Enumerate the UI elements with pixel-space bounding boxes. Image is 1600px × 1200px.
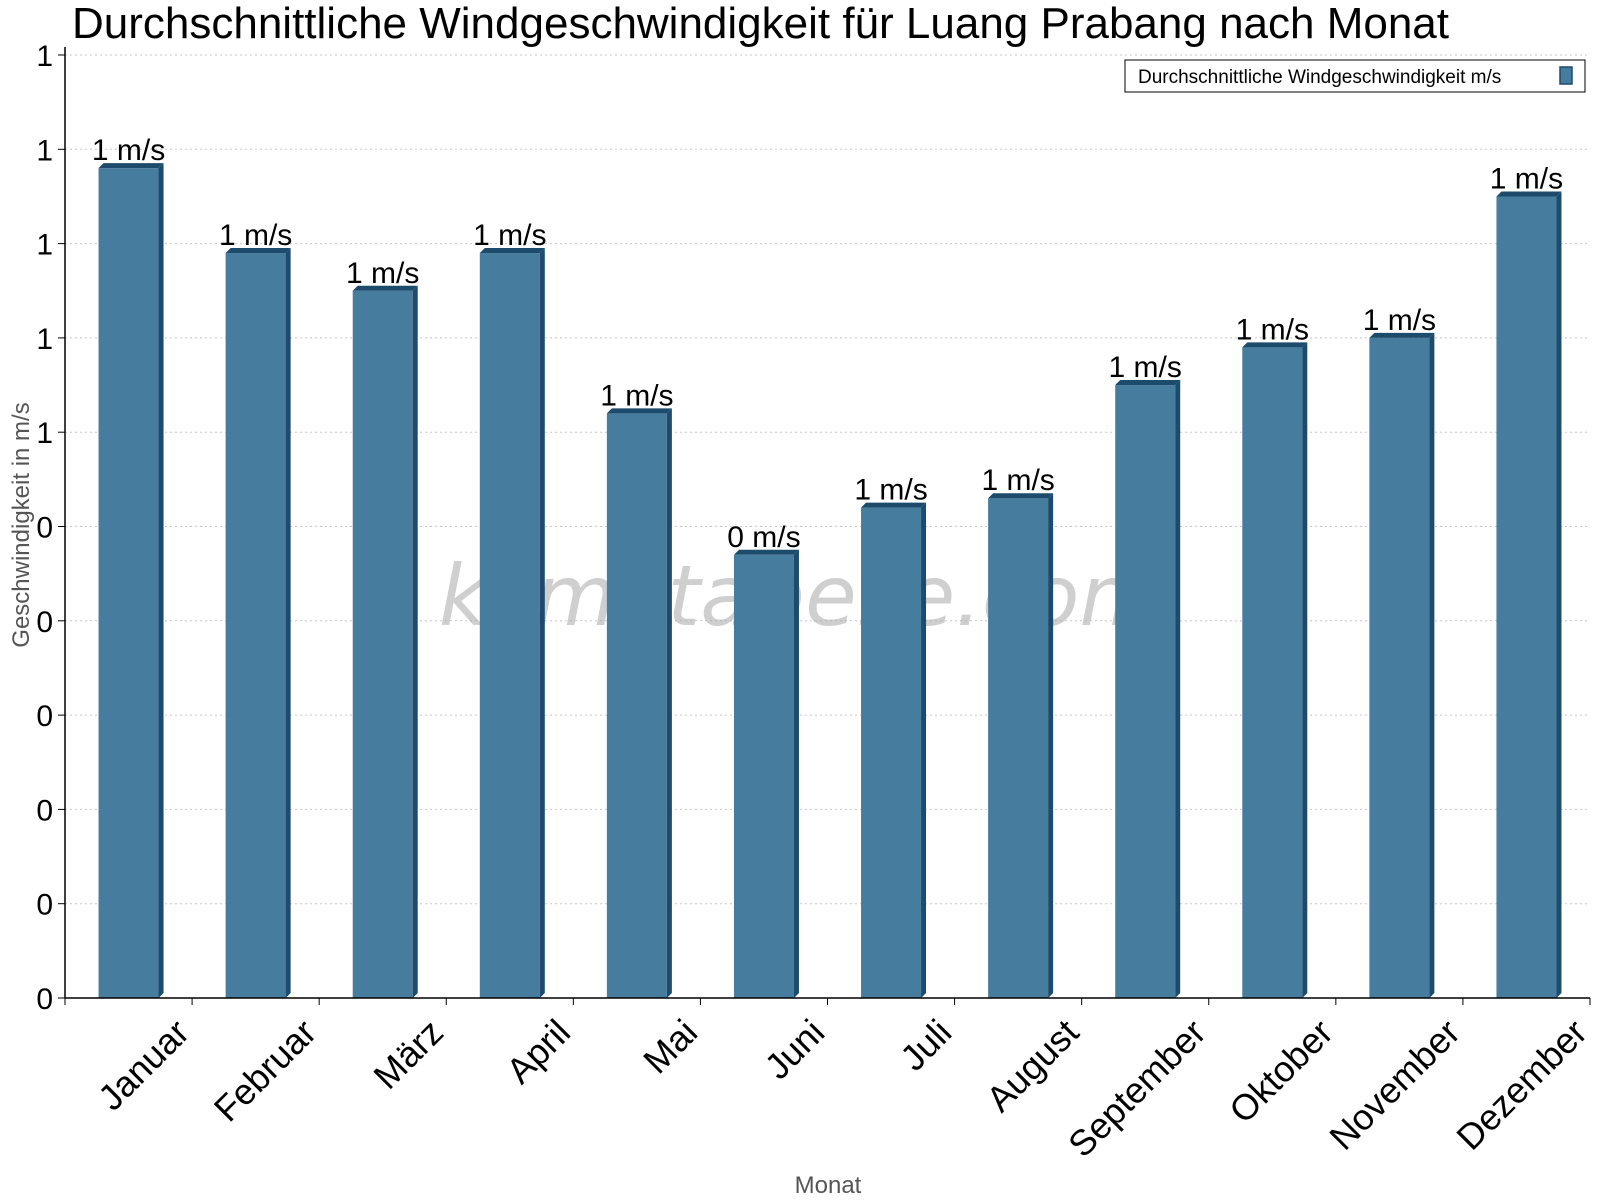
axes — [58, 47, 1591, 1005]
bar-side — [793, 549, 799, 998]
bar-front — [225, 253, 286, 998]
bar — [1242, 342, 1308, 999]
chart-title: Durchschnittliche Windgeschwindigkeit fü… — [72, 0, 1449, 48]
bar — [225, 248, 291, 998]
x-tick-label: August — [978, 1011, 1086, 1119]
bar-front — [606, 413, 667, 999]
bar-top — [1496, 191, 1562, 197]
y-tick-label: 0 — [36, 606, 53, 639]
y-tick-label: 0 — [36, 794, 53, 827]
bar-front — [1496, 196, 1557, 998]
bar — [1369, 332, 1435, 998]
legend-swatch — [1559, 66, 1573, 85]
bar — [861, 502, 927, 998]
data-label: 1 m/s — [473, 219, 546, 252]
data-label: 1 m/s — [1490, 162, 1563, 195]
bar-side — [666, 408, 672, 999]
data-label: 1 m/s — [1109, 351, 1182, 384]
x-tick-label: Januar — [90, 1011, 197, 1118]
bar-side — [1302, 342, 1308, 999]
legend-box — [1124, 59, 1586, 93]
y-tick-label: 0 — [36, 512, 53, 545]
y-axis-ticks: 0 0 0 0 0 0 1 1 1 1 1 — [36, 40, 53, 1016]
data-label: 1 m/s — [1236, 313, 1309, 346]
bar-top — [479, 248, 545, 254]
bar-side — [285, 248, 291, 998]
bar-side — [1556, 191, 1562, 998]
y-tick-label: 1 — [36, 134, 53, 167]
x-axis-ticks: Januar Februar März April Mai Juni Juli AugustS… — [90, 1011, 1595, 1165]
bar-top — [98, 163, 164, 169]
data-label: 1 m/s — [600, 379, 673, 412]
y-tick-label: 0 — [36, 983, 53, 1016]
bar-top — [1115, 380, 1181, 386]
data-label: 1 m/s — [1363, 304, 1436, 337]
bar-top — [352, 285, 418, 291]
x-tick-label: September — [1060, 1011, 1214, 1165]
bar-side — [1175, 380, 1181, 998]
bar-side — [539, 248, 545, 998]
y-tick-label: 0 — [36, 889, 53, 922]
bar-front — [352, 290, 413, 998]
x-tick-label: Mai — [635, 1011, 705, 1081]
bar-top — [1369, 332, 1435, 338]
bar — [1496, 191, 1562, 998]
x-tick-label: Oktober — [1221, 1011, 1341, 1131]
legend-label: Durchschnittliche Windgeschwindigkeit m/… — [1138, 67, 1501, 88]
x-tick-label: April — [498, 1011, 578, 1091]
y-tick-label: 1 — [36, 40, 53, 73]
data-label: 1 m/s — [981, 464, 1054, 497]
bar-top — [606, 408, 672, 414]
x-tick-label: Februar — [206, 1011, 324, 1129]
data-label: 1 m/s — [92, 134, 165, 167]
bars — [98, 163, 1562, 999]
bar-top — [861, 502, 927, 508]
bar-side — [412, 285, 418, 998]
data-labels: 1 m/s 1 m/s 1 m/s 1 m/s 1 m/s 0 m/s 1 m/s 1 m/s… — [92, 134, 1563, 554]
y-tick-label: 1 — [36, 229, 53, 262]
y-axis-title: Geschwindigkeit in m/s — [8, 402, 35, 647]
data-label: 1 m/s — [854, 474, 927, 507]
y-tick-label: 0 — [36, 700, 53, 733]
bar — [606, 408, 672, 999]
bar-front — [733, 554, 794, 998]
bar-front — [988, 498, 1049, 998]
bar — [98, 163, 164, 998]
legend: Durchschnittliche Windgeschwindigkeit m/… — [1124, 59, 1586, 93]
bar — [479, 248, 545, 998]
x-tick-label: November — [1321, 1011, 1467, 1157]
bar — [1115, 380, 1181, 998]
bar-front — [479, 253, 540, 998]
bar-side — [1048, 493, 1054, 998]
x-tick-label: März — [365, 1011, 451, 1097]
bar-side — [158, 163, 164, 998]
data-label: 1 m/s — [219, 219, 292, 252]
x-tick-label: Juni — [757, 1011, 833, 1087]
bar — [352, 285, 418, 998]
bar-side — [921, 502, 927, 998]
bar-side — [1429, 332, 1435, 998]
y-tick-label: 1 — [36, 417, 53, 450]
bar-top — [1242, 342, 1308, 348]
bar-top — [733, 549, 799, 555]
bar-top — [988, 493, 1054, 499]
bar — [733, 549, 799, 998]
gridlines — [65, 54, 1590, 905]
x-tick-label: Dezember — [1448, 1011, 1594, 1157]
data-label: 0 m/s — [727, 521, 800, 554]
x-axis-title: Monat — [795, 1172, 862, 1199]
bar — [988, 493, 1054, 998]
data-label: 1 m/s — [346, 257, 419, 290]
bar-front — [1242, 347, 1303, 999]
bar-front — [1369, 337, 1430, 998]
y-tick-label: 1 — [36, 323, 53, 356]
bar-front — [1115, 385, 1176, 998]
bar-top — [225, 248, 291, 254]
bar-front — [861, 507, 922, 998]
bar-front — [98, 168, 159, 998]
x-tick-label: Juli — [892, 1011, 959, 1078]
